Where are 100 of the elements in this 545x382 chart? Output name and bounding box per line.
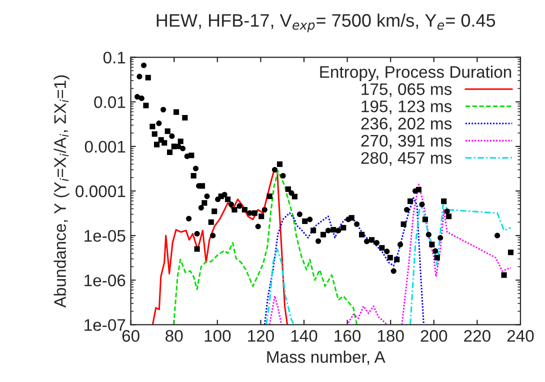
point [134,94,140,100]
point [198,205,204,211]
point [316,238,322,244]
point [160,106,166,112]
legend-label: 280, 457 ms [361,152,452,166]
point [359,232,365,238]
point [419,202,425,208]
point [164,128,170,134]
point [173,109,180,115]
point [194,246,200,252]
point [162,140,168,146]
y-tick-label: 0.001 [84,140,126,153]
point [154,142,160,148]
point [141,62,147,68]
point [169,133,175,139]
x-tick-label: 180 [378,330,404,342]
x-tick-label: 160 [334,330,361,342]
point [364,238,370,244]
point [152,131,158,137]
point [242,206,248,213]
point [432,248,438,254]
point [180,146,186,152]
point [285,186,291,192]
point [379,245,385,251]
point [416,186,422,192]
point [202,200,208,206]
y-tick-label: 0.01 [94,96,126,108]
y-tick-label: 1e-05 [84,230,126,242]
point [390,268,396,274]
chart-title: HEW, HFB-17, V$_{exp}$= 7500 km/s, Y$_{e}$= 0.45 [156,14,496,32]
legend-label: 270, 391 ms [361,134,452,149]
point [166,149,173,156]
line-series [264,197,424,325]
point [266,194,272,200]
point [252,210,258,216]
point [190,172,196,179]
legend-label: 195, 123 ms [362,100,452,114]
point [368,237,375,243]
point [438,235,444,241]
point [280,172,286,179]
point [228,202,234,208]
point [145,74,151,80]
point [501,272,507,278]
point [143,102,149,108]
point [150,124,156,130]
point [429,242,435,248]
point [404,206,410,213]
point [444,208,450,214]
point [232,206,238,213]
x-tick-label: 80 [166,330,183,342]
x-tick-label: 60 [122,330,140,342]
y-tick-label: 0.1 [103,52,126,64]
point [354,221,360,227]
point [156,120,162,126]
point [374,240,380,246]
point [320,232,326,238]
point [434,254,440,260]
point [508,250,514,256]
x-tick-label: 220 [464,330,490,342]
point [340,224,346,230]
point [246,210,252,216]
x-tick-label: 140 [291,330,318,342]
point [422,216,428,222]
point [330,226,336,233]
point [310,228,316,234]
point [302,218,308,224]
point [276,161,283,167]
point [446,214,452,220]
point [188,152,194,158]
point [192,166,199,172]
y-tick-label: 1e-07 [84,319,126,331]
point [494,232,500,238]
point [441,198,447,204]
legend-label: 236, 202 ms [361,118,452,132]
point [426,232,432,238]
x-tick-label: 100 [204,330,231,342]
text: Abundance, Y (Y$_{i}$=X$_{i}$/A$_{i}$, ΣX$_{i}$=1) [54,75,70,308]
point [255,224,261,230]
point [236,203,242,209]
point [292,194,298,200]
point [212,208,218,214]
point [296,212,302,218]
point [262,206,268,213]
point [218,194,224,200]
point [258,214,264,220]
point [384,248,390,254]
x-axis-title: Mass number, A [267,350,386,365]
point [182,114,188,121]
point [400,221,406,227]
point [387,254,393,260]
point [307,216,313,222]
point [138,96,144,102]
point [225,196,231,202]
point [408,198,414,204]
point [272,166,278,173]
point [204,194,210,200]
point [394,256,400,262]
x-tick-label: 240 [507,330,534,342]
point [186,216,192,222]
point [208,219,214,225]
